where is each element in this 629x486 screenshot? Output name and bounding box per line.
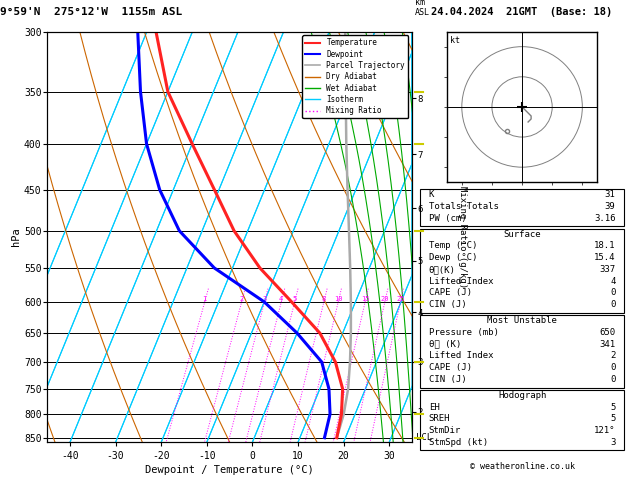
Text: 4: 4 (610, 277, 615, 286)
Text: 5: 5 (610, 402, 615, 412)
Text: 3: 3 (262, 296, 267, 302)
Y-axis label: hPa: hPa (11, 227, 21, 246)
Text: 10: 10 (334, 296, 342, 302)
Text: CIN (J): CIN (J) (429, 300, 466, 309)
Text: 4: 4 (279, 296, 284, 302)
Text: 8: 8 (322, 296, 326, 302)
Text: km
ASL: km ASL (415, 0, 430, 17)
Text: Lifted Index: Lifted Index (429, 351, 493, 361)
Text: Totals Totals: Totals Totals (429, 202, 499, 211)
Text: 650: 650 (599, 328, 615, 337)
Text: 25: 25 (396, 296, 404, 302)
Text: 3.16: 3.16 (594, 214, 615, 223)
Text: 9°59'N  275°12'W  1155m ASL: 9°59'N 275°12'W 1155m ASL (0, 7, 182, 17)
Bar (420, 189, 624, 226)
Text: Temp (°C): Temp (°C) (429, 242, 477, 250)
Text: Pressure (mb): Pressure (mb) (429, 328, 499, 337)
Text: Lifted Index: Lifted Index (429, 277, 493, 286)
Text: θᴄ(K): θᴄ(K) (429, 265, 455, 274)
Text: 15: 15 (361, 296, 369, 302)
Text: 5: 5 (292, 296, 297, 302)
Text: 0: 0 (610, 375, 615, 384)
Text: StmSpd (kt): StmSpd (kt) (429, 438, 487, 447)
Text: Hodograph: Hodograph (498, 391, 546, 400)
Text: CAPE (J): CAPE (J) (429, 289, 472, 297)
Text: SREH: SREH (429, 414, 450, 423)
Text: 2: 2 (610, 351, 615, 361)
Text: kt: kt (450, 36, 460, 45)
Text: EH: EH (429, 402, 440, 412)
Text: K: K (429, 191, 434, 199)
Text: 337: 337 (599, 265, 615, 274)
Text: 3: 3 (610, 438, 615, 447)
Bar (420, 390, 624, 451)
Y-axis label: Mixing Ratio (g/kg): Mixing Ratio (g/kg) (458, 186, 467, 288)
Text: 15.4: 15.4 (594, 253, 615, 262)
Text: 121°: 121° (594, 426, 615, 435)
Text: θᴄ (K): θᴄ (K) (429, 340, 461, 348)
Text: Surface: Surface (503, 230, 541, 239)
Text: Most Unstable: Most Unstable (487, 316, 557, 325)
Text: PW (cm): PW (cm) (429, 214, 466, 223)
Text: 24.04.2024  21GMT  (Base: 18): 24.04.2024 21GMT (Base: 18) (431, 7, 613, 17)
Text: 2: 2 (240, 296, 244, 302)
Text: CIN (J): CIN (J) (429, 375, 466, 384)
Text: 5: 5 (610, 414, 615, 423)
Text: 18.1: 18.1 (594, 242, 615, 250)
Text: LCL: LCL (416, 433, 432, 442)
Legend: Temperature, Dewpoint, Parcel Trajectory, Dry Adiabat, Wet Adiabat, Isotherm, Mi: Temperature, Dewpoint, Parcel Trajectory… (302, 35, 408, 118)
Text: StmDir: StmDir (429, 426, 461, 435)
Text: 20: 20 (381, 296, 389, 302)
Text: 341: 341 (599, 340, 615, 348)
Text: 1: 1 (203, 296, 207, 302)
Text: © weatheronline.co.uk: © weatheronline.co.uk (470, 462, 574, 471)
Text: 39: 39 (604, 202, 615, 211)
Text: Dewp (°C): Dewp (°C) (429, 253, 477, 262)
Text: 0: 0 (610, 300, 615, 309)
Bar (420, 228, 624, 313)
Text: CAPE (J): CAPE (J) (429, 363, 472, 372)
Text: 0: 0 (610, 289, 615, 297)
Text: 0: 0 (610, 363, 615, 372)
Text: 31: 31 (604, 191, 615, 199)
X-axis label: Dewpoint / Temperature (°C): Dewpoint / Temperature (°C) (145, 466, 314, 475)
Bar (420, 315, 624, 387)
